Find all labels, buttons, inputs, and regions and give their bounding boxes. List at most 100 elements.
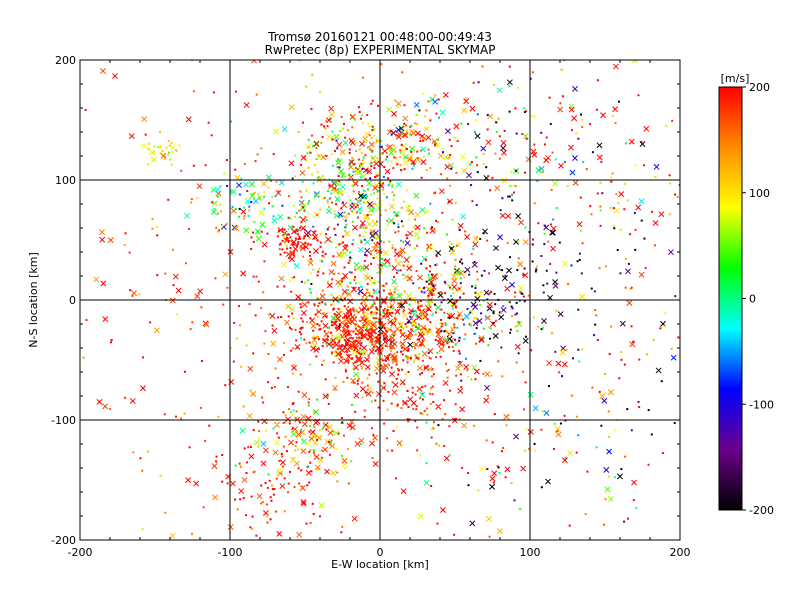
data-point-dot [277, 190, 280, 193]
data-point-dot [243, 447, 246, 450]
data-point-dot [474, 378, 477, 381]
data-point-dot [358, 336, 361, 339]
data-point-x [478, 335, 485, 341]
data-point-dot [306, 152, 309, 155]
data-point-dot [234, 168, 237, 171]
data-point-dot [193, 90, 196, 93]
data-point-dot [491, 441, 494, 444]
data-point-dot [321, 175, 324, 178]
data-point-dot [531, 243, 534, 246]
data-point-dot [590, 287, 593, 290]
data-point-dot [282, 411, 285, 414]
data-point-dot [210, 190, 213, 193]
data-point-x [478, 337, 485, 343]
data-point-dot [627, 262, 630, 265]
data-point-dot [452, 349, 455, 352]
data-point-x [333, 430, 340, 436]
colorbar-tick-label: 200 [749, 81, 770, 94]
data-point-dot [342, 329, 345, 332]
data-point-dot [356, 350, 359, 353]
data-point-dot [316, 170, 319, 173]
data-point-x [359, 386, 366, 392]
data-point-dot [362, 201, 365, 204]
data-point-x [407, 341, 414, 348]
data-point-dot [634, 228, 637, 231]
data-point-dot [337, 325, 340, 328]
data-point-dot [382, 241, 385, 244]
data-point-dot [599, 205, 602, 208]
data-point-dot [475, 236, 478, 239]
data-point-dot [328, 197, 331, 200]
data-point-dot [414, 309, 417, 312]
data-point-dot [343, 466, 346, 469]
data-point-dot [514, 107, 517, 110]
data-point-dot [376, 241, 379, 244]
data-point-x [340, 171, 347, 178]
data-point-dot [386, 224, 389, 227]
data-point-x [395, 181, 402, 188]
data-point-x [506, 267, 512, 274]
data-point-dot [382, 315, 385, 318]
data-point-dot [533, 115, 536, 118]
data-point-dot [355, 336, 358, 339]
data-point-dot [674, 193, 677, 196]
data-point-dot [314, 313, 317, 316]
data-point-x [498, 314, 505, 321]
data-point-dot [312, 225, 315, 228]
data-point-dot [303, 209, 306, 212]
data-point-dot [339, 353, 342, 356]
data-point-x [373, 242, 380, 249]
data-point-dot [322, 359, 325, 362]
data-point-x [667, 249, 674, 256]
data-point-dot [380, 145, 383, 148]
data-point-dot [356, 204, 359, 207]
data-point-dot [225, 159, 228, 162]
data-point-dot [414, 333, 417, 336]
data-point-dot [454, 258, 457, 261]
data-point-x [406, 156, 413, 163]
data-point-dot [220, 210, 223, 213]
data-point-dot [323, 302, 326, 305]
data-point-dot [449, 286, 452, 289]
data-point-dot [458, 287, 461, 290]
data-point-x [129, 398, 136, 405]
data-point-dot [369, 231, 372, 234]
data-point-dot [408, 297, 411, 300]
data-point-dot [498, 157, 501, 160]
data-point-dot [582, 161, 585, 164]
data-point-dot [415, 269, 418, 272]
data-point-dot [326, 199, 329, 202]
data-point-x [518, 285, 525, 291]
data-point-dot [351, 220, 354, 223]
data-point-dot [192, 164, 195, 167]
data-point-x [596, 154, 603, 161]
data-point-x [277, 213, 284, 220]
data-point-dot [324, 233, 327, 236]
data-point-dot [308, 424, 311, 427]
data-point-dot [311, 73, 314, 76]
data-point-dot [383, 382, 386, 385]
data-point-x [410, 400, 417, 407]
data-point-dot [575, 415, 578, 418]
data-point-x [185, 477, 192, 484]
data-point-x [432, 273, 439, 280]
data-point-x [352, 180, 359, 187]
data-point-dot [439, 318, 442, 321]
data-point-x [484, 384, 490, 391]
data-point-dot [316, 239, 319, 242]
data-point-dot [301, 485, 304, 488]
data-point-dot [385, 329, 388, 332]
data-point-dot [313, 230, 316, 233]
data-point-dot [250, 236, 253, 239]
data-point-dot [432, 312, 435, 315]
data-point-dot [497, 117, 500, 120]
data-point-dot [381, 188, 384, 191]
data-point-dot [370, 341, 373, 344]
data-point-dot [467, 484, 470, 487]
data-point-x [427, 329, 433, 336]
data-point-dot [502, 305, 505, 308]
data-point-dot [330, 441, 333, 444]
data-point-dot [332, 343, 335, 346]
data-point-x [395, 260, 402, 267]
data-point-dot [456, 140, 459, 143]
